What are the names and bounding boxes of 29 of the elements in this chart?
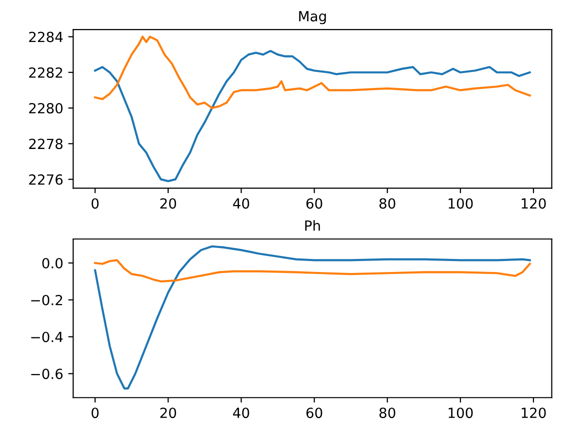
x-tick-label: 120: [522, 198, 546, 209]
x-tick-label: 100: [448, 408, 473, 418]
x-tick-label: 20: [160, 408, 176, 418]
y-tick-label: 2276: [29, 174, 63, 185]
x-tick-label: 100: [448, 198, 473, 209]
line-series: [94, 36, 531, 110]
line-series: [94, 50, 531, 182]
chart-title: Mag: [299, 11, 326, 24]
chart-title: Ph: [305, 220, 320, 231]
x-tick-label: 40: [233, 408, 250, 418]
x-tick-label: 60: [306, 408, 322, 418]
line-series: [94, 259, 531, 282]
y-tick-label: 2284: [29, 32, 63, 42]
x-tick-label: 0: [92, 408, 99, 418]
y-tick-label: −0.4: [31, 332, 63, 342]
y-tick-label: 2282: [29, 67, 62, 78]
line-series: [94, 245, 531, 390]
x-tick-label: 60: [306, 198, 322, 209]
y-tick-label: 0.0: [42, 258, 63, 268]
x-tick-label: 120: [522, 408, 546, 418]
x-tick-label: 80: [379, 408, 396, 418]
y-tick-label: 2280: [29, 103, 63, 114]
x-tick-label: 20: [160, 198, 176, 209]
x-tick-label: 80: [379, 198, 396, 209]
y-tick-label: −0.2: [31, 294, 62, 306]
x-tick-label: 0: [92, 198, 99, 209]
y-tick-label: 2278: [29, 138, 63, 150]
y-tick-label: −0.6: [31, 368, 63, 380]
x-tick-label: 40: [233, 198, 250, 209]
